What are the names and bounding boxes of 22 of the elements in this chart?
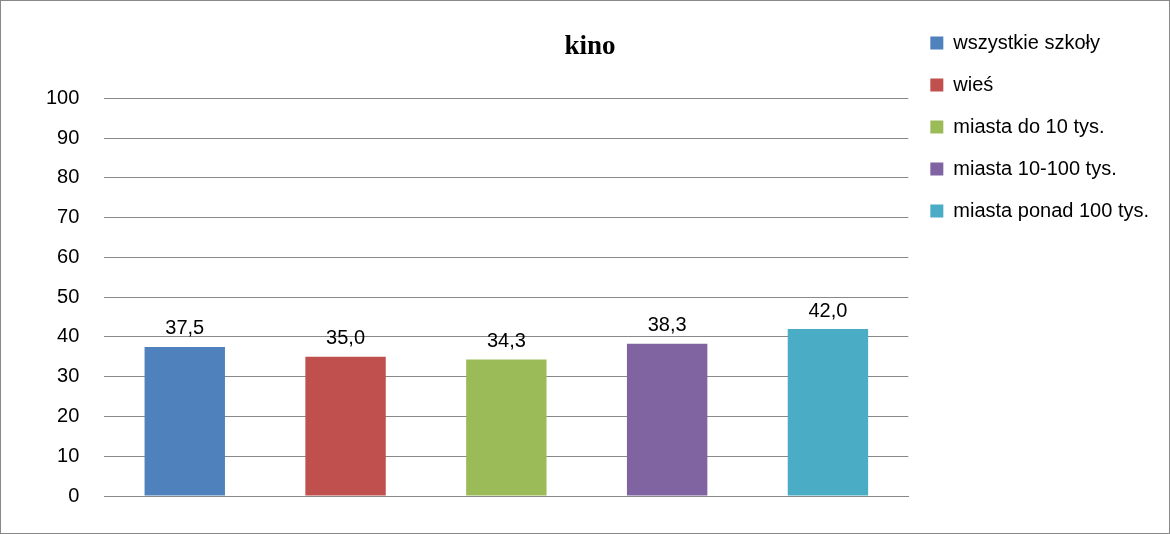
legend-label: miasta do 10 tys.: [953, 114, 1105, 137]
y-tick-label: 50: [57, 284, 80, 307]
y-tick-label: 70: [57, 205, 80, 228]
y-tick-label: 90: [57, 125, 80, 148]
y-tick-label: 100: [45, 85, 80, 108]
data-label: 38,3: [647, 313, 687, 336]
data-label: 37,5: [165, 316, 205, 339]
y-tick-label: 60: [57, 244, 80, 267]
data-label: 35,0: [326, 326, 366, 349]
legend-label: wszystkie szkoły: [952, 30, 1101, 53]
y-tick-label: 40: [57, 324, 80, 347]
data-label: 42,0: [808, 298, 848, 321]
legend-label: miasta 10-100 tys.: [953, 156, 1117, 179]
chart-title: kino: [564, 30, 616, 61]
y-tick-label: 80: [57, 165, 80, 188]
y-tick-label: 20: [57, 404, 80, 426]
y-tick-label: 30: [57, 364, 80, 387]
y-tick-label: 10: [57, 443, 80, 466]
legend-label: miasta ponad 100 tys.: [953, 198, 1150, 221]
legend-label: wieś: [952, 72, 994, 95]
data-label: 34,3: [486, 329, 526, 352]
y-tick-label: 0: [68, 483, 80, 506]
